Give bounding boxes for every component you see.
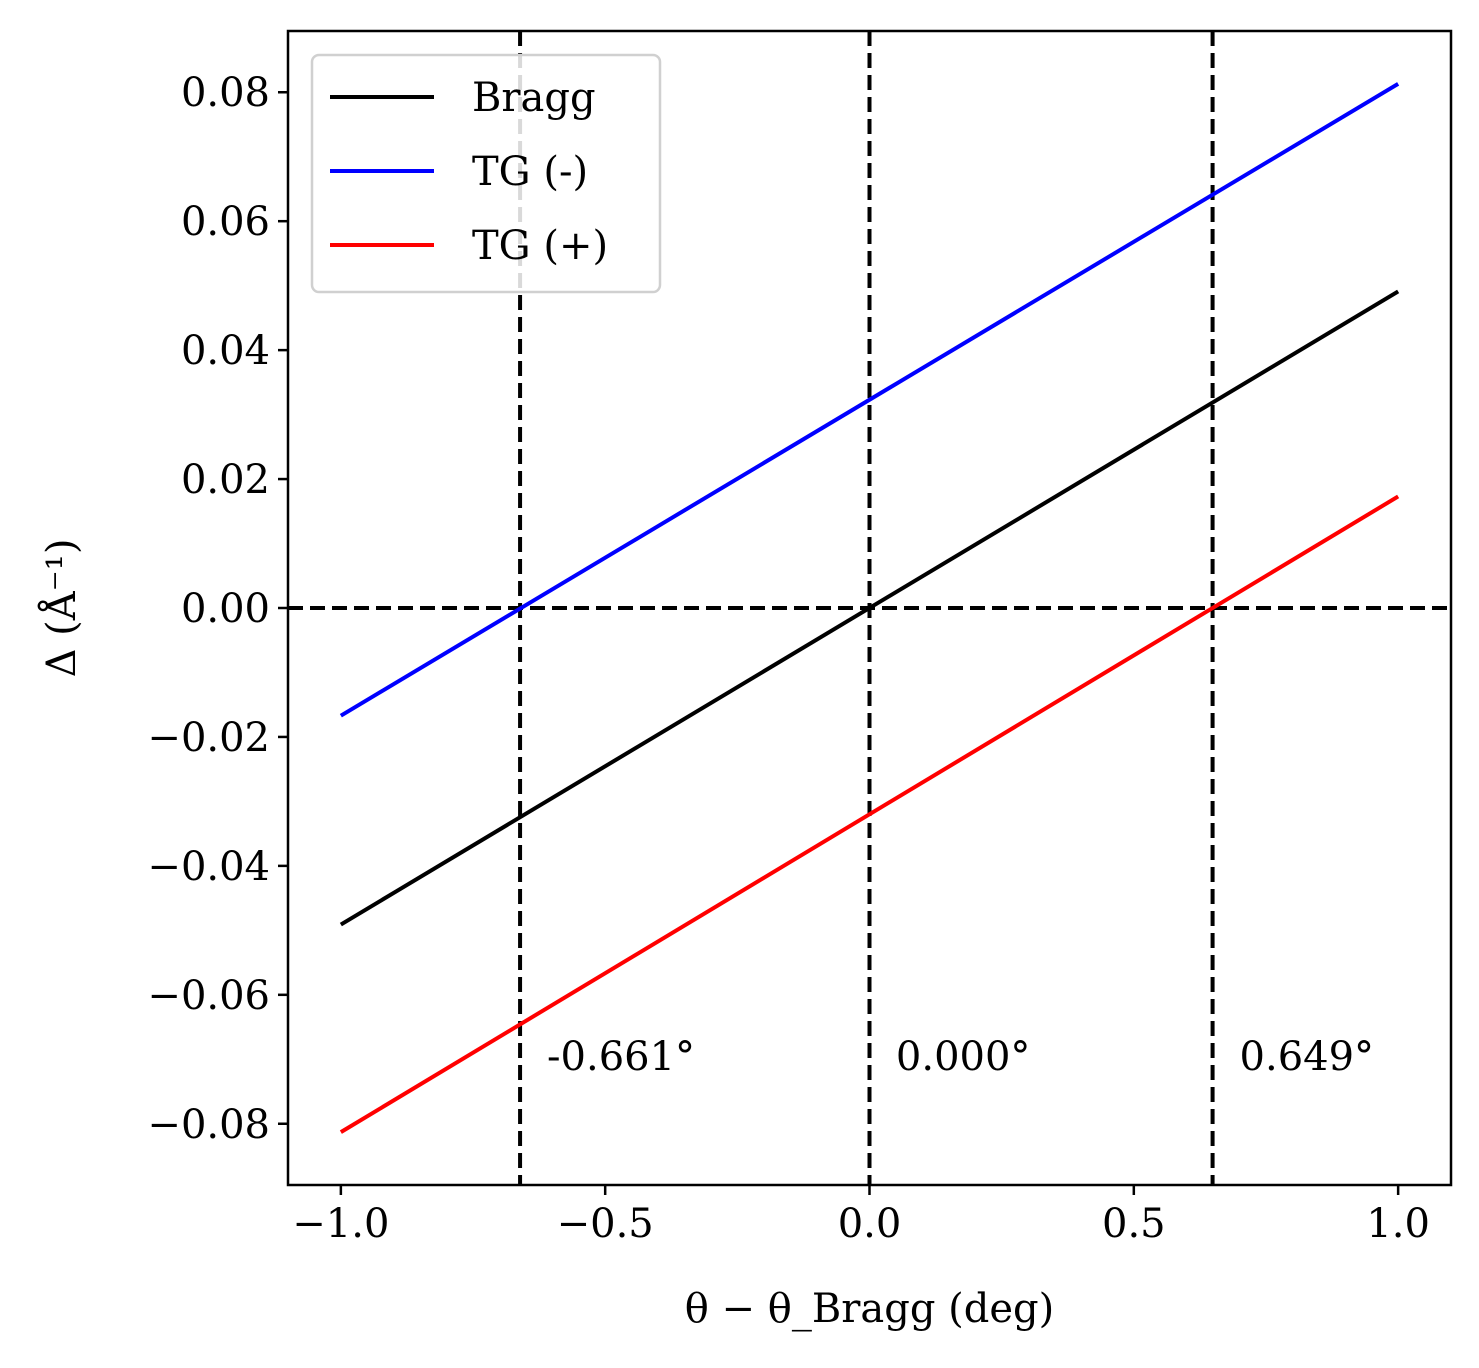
legend-label-3: TG (+) [472, 223, 608, 269]
legend: Bragg TG (-) TG (+) [310, 53, 662, 294]
annotation-label: 0.649° [1240, 1034, 1375, 1080]
y-tick-label: 0.02 [181, 457, 270, 503]
annotations: -0.661° 0.000° 0.649° [547, 1034, 1374, 1080]
annotation-label: -0.661° [547, 1034, 695, 1080]
x-tick-label: −0.5 [557, 1201, 654, 1247]
legend-label-1: Bragg [472, 75, 596, 121]
x-tick-label: −1.0 [292, 1201, 389, 1247]
annotation-label: 0.000° [896, 1034, 1031, 1080]
series-line-1 [339, 289, 1400, 927]
series-line-2 [339, 82, 1400, 718]
y-tick-label: 0.04 [181, 328, 270, 374]
x-tick-label: 0.0 [838, 1201, 902, 1247]
x-axis: −1.0 −0.5 0.0 0.5 1.0 [292, 1185, 1430, 1247]
y-tick-label: −0.08 [147, 1102, 270, 1148]
y-axis-label: Δ (Å⁻¹) [38, 539, 85, 678]
y-tick-label: 0.06 [181, 199, 270, 245]
y-tick-label: −0.02 [147, 715, 270, 761]
y-tick-label: −0.06 [147, 973, 270, 1019]
x-tick-label: 0.5 [1102, 1201, 1166, 1247]
y-tick-label: 0.08 [181, 70, 270, 116]
legend-box [310, 53, 662, 294]
x-axis-label: θ − θ_Bragg (deg) [685, 1286, 1055, 1332]
legend-label-2: TG (-) [472, 149, 588, 195]
y-tick-label: −0.04 [147, 844, 270, 890]
series-line-3 [339, 494, 1400, 1134]
y-tick-label: 0.00 [181, 586, 270, 632]
y-axis: −0.08 −0.06 −0.04 −0.02 0.00 0.02 0.04 0.06 0.08 [147, 70, 288, 1148]
x-tick-label: 1.0 [1366, 1201, 1430, 1247]
series-lines [339, 82, 1400, 1134]
